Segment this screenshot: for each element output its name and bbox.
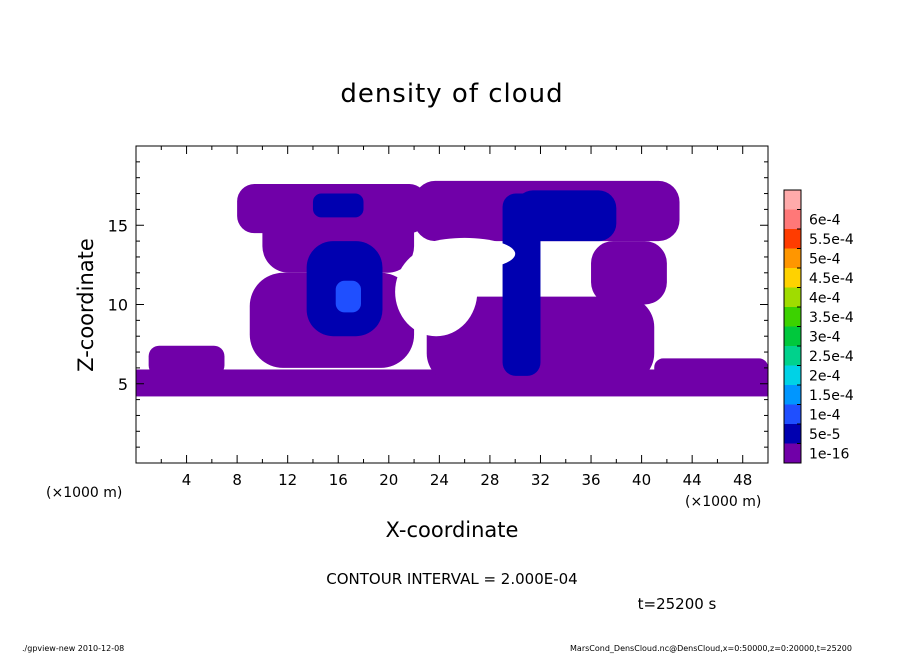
colorbar-swatch: [784, 443, 801, 463]
contour-region-10: [312, 193, 364, 218]
colorbar-swatch: [784, 424, 801, 444]
contour-region-12: [515, 190, 617, 242]
y-axis: 5 10 15: [108, 161, 768, 448]
x-tick-label: 16: [329, 471, 348, 489]
clear-region-0: [395, 247, 478, 337]
time-text: t=25200 s: [638, 595, 717, 613]
colorbar-label: 1e-16: [809, 446, 849, 462]
contour-region-1: [148, 345, 225, 376]
y-tick-label: 10: [108, 296, 128, 315]
x-unit-label-right: (×1000 m): [685, 494, 761, 510]
colorbar-label: 3.5e-4: [809, 310, 854, 326]
colorbar-swatch: [784, 287, 801, 307]
y-tick-label: 5: [118, 375, 128, 394]
x-tick-label: 24: [430, 471, 449, 489]
colorbar-label: 5.5e-4: [809, 232, 854, 248]
y-tick-label: 15: [108, 216, 128, 235]
contour-region-8: [654, 358, 768, 384]
colorbar-label: 2.5e-4: [809, 349, 854, 365]
colorbar-swatch: [784, 385, 801, 405]
colorbar-swatch: [784, 404, 801, 424]
footer-right: MarsCond_DensCloud.nc@DensCloud,x=0:5000…: [570, 644, 852, 653]
x-tick-label: 28: [480, 471, 499, 489]
footer-left: ./gpview-new 2010-12-08: [22, 644, 124, 653]
colorbar-label: 4e-4: [809, 290, 841, 306]
colorbar-swatch: [784, 365, 801, 385]
x-axis-label: X-coordinate: [386, 518, 519, 542]
colorbar-swatch: [784, 248, 801, 268]
colorbar-swatch: [784, 229, 801, 249]
colorbar-label: 3e-4: [809, 329, 841, 345]
plot-area: [136, 180, 768, 397]
chart-title: density of cloud: [340, 79, 563, 109]
x-tick-label: 8: [232, 471, 242, 489]
x-tick-label: 36: [581, 471, 600, 489]
colorbar-label: 6e-4: [809, 212, 841, 228]
x-tick-label: 20: [379, 471, 398, 489]
x-tick-label: 44: [683, 471, 702, 489]
colorbar-label: 1.5e-4: [809, 388, 854, 404]
colorbar-label: 5e-4: [809, 251, 841, 267]
x-tick-label: 4: [182, 471, 192, 489]
x-tick-label: 32: [531, 471, 550, 489]
colorbar-label: 1e-4: [809, 407, 841, 423]
colorbar-swatch: [784, 209, 801, 229]
x-axis: 4 8 12 16 20 24 28 32 36 40 44 48: [160, 146, 752, 489]
colorbar-swatch: [784, 346, 801, 366]
colorbar-label: 4.5e-4: [809, 271, 854, 287]
colorbar-swatch: [784, 190, 801, 210]
y-axis-label: Z-coordinate: [74, 238, 98, 372]
contour-interval-text: CONTOUR INTERVAL = 2.000E-04: [326, 570, 577, 588]
colorbar-swatch: [784, 307, 801, 327]
x-tick-label: 48: [733, 471, 752, 489]
contour-region-7: [591, 241, 667, 305]
colorbar-label: 5e-5: [809, 427, 840, 443]
contour-region-13: [335, 280, 361, 313]
colorbar-label: 2e-4: [809, 368, 841, 384]
x-tick-label: 40: [632, 471, 651, 489]
x-unit-label: (×1000 m): [46, 485, 122, 501]
colorbar-swatch: [784, 268, 801, 288]
colorbar: 1e-16 5e-5 1e-4 1.5e-4 2e-4 2.5e-4 3e-4 3.5e-4 4…: [783, 189, 854, 464]
x-tick-label: 12: [278, 471, 297, 489]
clear-region-1: [414, 237, 516, 270]
colorbar-swatch: [784, 326, 801, 346]
